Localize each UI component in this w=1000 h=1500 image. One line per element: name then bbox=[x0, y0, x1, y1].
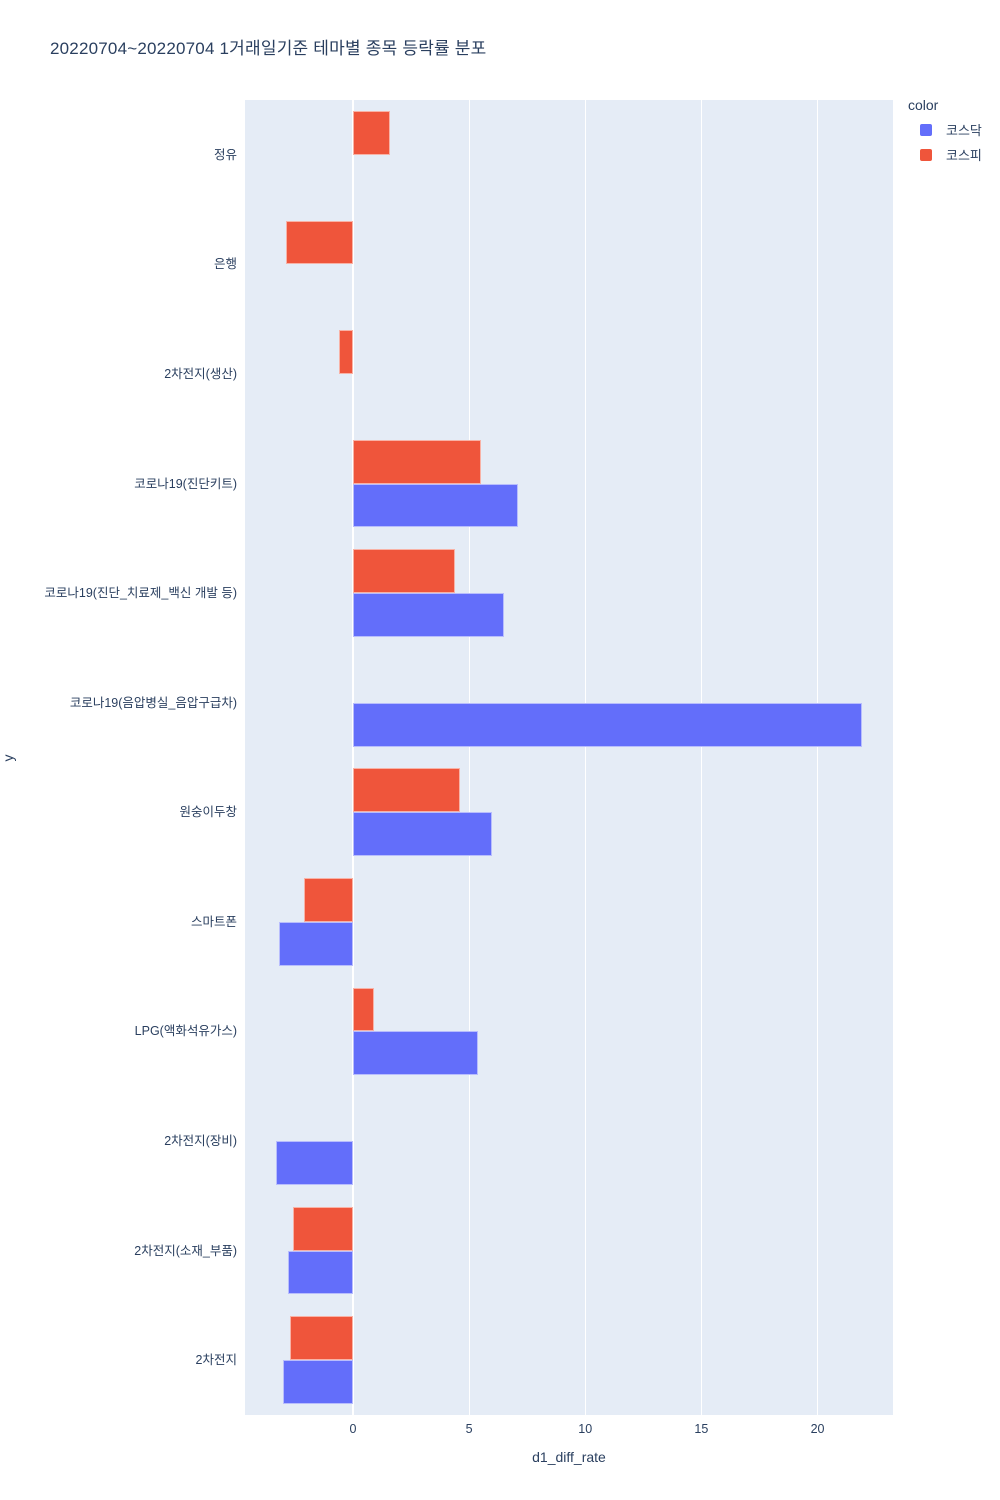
bar[interactable] bbox=[287, 1250, 353, 1295]
y-tick-label: 은행 bbox=[213, 257, 237, 272]
legend-item[interactable]: 코스피 bbox=[908, 145, 998, 164]
bar[interactable] bbox=[292, 1206, 353, 1251]
bar[interactable] bbox=[353, 702, 862, 747]
bar[interactable] bbox=[304, 878, 353, 922]
legend-swatch-icon bbox=[920, 123, 932, 136]
y-axis-title: y bbox=[0, 754, 16, 762]
y-tick-label: 2차전지 bbox=[195, 1353, 237, 1368]
bar[interactable] bbox=[353, 768, 460, 813]
chart-title: 20220704~20220704 1거래일기준 테마별 종목 등락률 분포 bbox=[50, 39, 487, 58]
y-tick-label: 2차전지(소재_부품) bbox=[134, 1243, 237, 1258]
x-tick-label: 0 bbox=[349, 1422, 357, 1436]
bar[interactable] bbox=[353, 987, 374, 1032]
bar[interactable] bbox=[285, 220, 353, 265]
legend-swatch-icon bbox=[920, 148, 932, 161]
x-tick-label: 5 bbox=[465, 1422, 473, 1436]
bar[interactable] bbox=[353, 593, 504, 637]
x-axis-title: d1_diff_rate bbox=[532, 1449, 606, 1465]
bar[interactable] bbox=[290, 1316, 353, 1361]
bar[interactable] bbox=[353, 110, 391, 155]
y-tick-label: 스마트폰 bbox=[190, 914, 237, 929]
y-tick-label: 코로나19(음압병실_음압구급차) bbox=[69, 695, 237, 710]
gridline bbox=[584, 100, 586, 1415]
x-tick-label: 15 bbox=[694, 1422, 709, 1436]
y-tick-label: LPG(액화석유가스) bbox=[134, 1024, 237, 1039]
y-tick-label: 2차전지(장비) bbox=[164, 1134, 237, 1149]
y-tick-label: 코로나19(진단_치료제_백신 개발 등) bbox=[44, 586, 237, 601]
zeroline bbox=[352, 100, 354, 1415]
bar[interactable] bbox=[283, 1360, 353, 1405]
legend-title: color bbox=[908, 97, 939, 113]
legend-item-label: 코스닥 bbox=[946, 123, 982, 138]
bar[interactable] bbox=[278, 921, 353, 966]
gridline bbox=[817, 100, 819, 1415]
legend-item[interactable]: 코스닥 bbox=[908, 120, 998, 139]
bar[interactable] bbox=[353, 483, 518, 528]
y-tick-label: 2차전지(생산) bbox=[164, 366, 237, 381]
gridline bbox=[700, 100, 702, 1415]
y-tick-label: 정유 bbox=[213, 147, 237, 162]
bar[interactable] bbox=[353, 549, 456, 594]
gridline bbox=[468, 100, 470, 1415]
bar[interactable] bbox=[353, 1031, 479, 1076]
x-tick-label: 20 bbox=[810, 1422, 825, 1436]
bar[interactable] bbox=[353, 812, 493, 857]
bar[interactable] bbox=[276, 1141, 353, 1185]
y-tick-label: 원숭이두창 bbox=[179, 805, 237, 820]
legend-item-label: 코스피 bbox=[946, 148, 982, 163]
y-tick-label: 코로나19(진단키트) bbox=[134, 476, 237, 491]
x-tick-label: 10 bbox=[578, 1422, 593, 1436]
bar[interactable] bbox=[353, 439, 481, 484]
bar[interactable] bbox=[339, 330, 353, 374]
